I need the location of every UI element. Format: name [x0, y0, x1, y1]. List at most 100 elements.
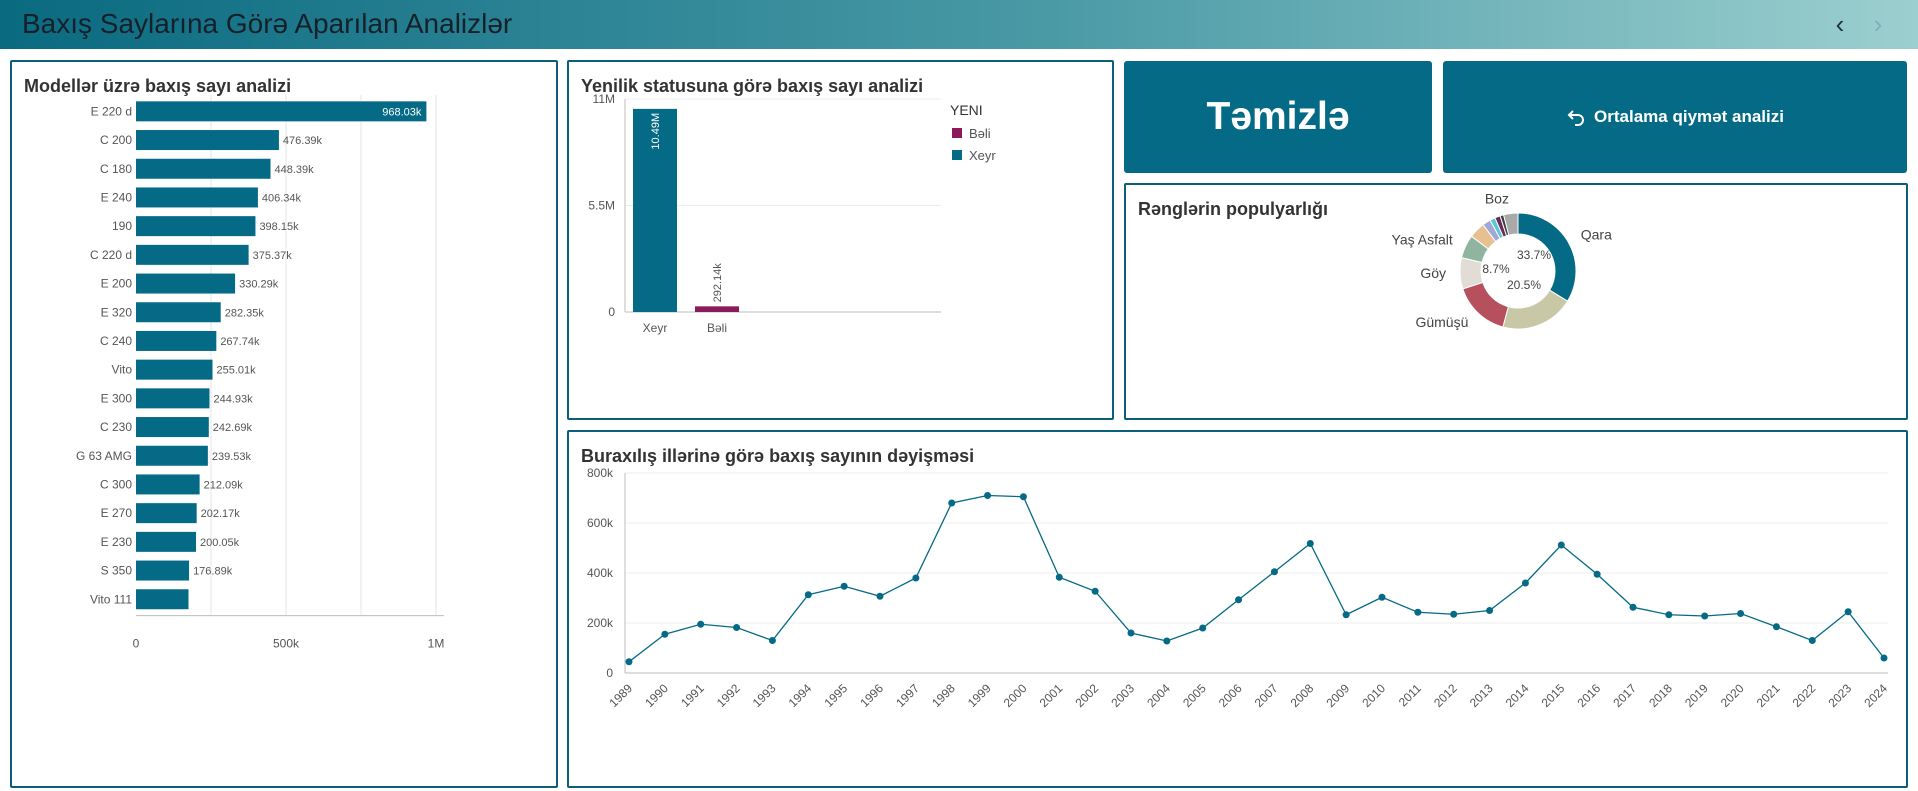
models-chart-title: Modellər üzrə baxış sayı analizi	[24, 76, 292, 96]
data-point	[1378, 593, 1386, 601]
bar	[136, 330, 217, 351]
x-tick-label: 2003	[1108, 681, 1137, 710]
category-label: E 240	[101, 190, 133, 204]
data-point	[1450, 610, 1458, 618]
tick-label: 1M	[428, 637, 445, 651]
bar	[136, 531, 197, 552]
category-label: C 240	[100, 334, 132, 348]
data-point	[1880, 654, 1888, 662]
data-point	[912, 574, 920, 582]
x-tick-label: 1994	[786, 681, 815, 710]
clear-button[interactable]: Təmizlə	[1124, 61, 1432, 173]
colors-chart-title: Rənglərin populyarlığı	[1138, 199, 1329, 219]
data-label: 375.37k	[253, 250, 293, 262]
x-tick-label: 2005	[1180, 681, 1209, 710]
x-tick-label: 1995	[821, 681, 850, 710]
tick-label: 11M	[593, 92, 615, 106]
x-tick-label: 2013	[1467, 681, 1496, 710]
models-bar-chart: E 220 d 968.03k C 200 476.39k C 180 448.39k E …	[76, 95, 445, 651]
x-tick-label: 1990	[642, 681, 671, 710]
x-tick-label: 1989	[606, 681, 635, 710]
bar	[136, 589, 189, 610]
data-point	[1808, 637, 1816, 644]
category-label: E 200	[101, 277, 133, 291]
category-label: C 230	[100, 420, 132, 434]
tick-label: 0	[608, 305, 615, 319]
category-label: G 63 AMG	[76, 449, 132, 463]
years-chart-panel: Buraxılış illərinə görə baxış sayının də…	[567, 430, 1908, 788]
x-tick-label: 1993	[750, 681, 779, 710]
data-label: 398.15k	[259, 221, 299, 233]
data-label: 406.34k	[262, 192, 302, 204]
x-tick-label: 2018	[1646, 681, 1675, 710]
x-tick-label: 2021	[1754, 681, 1783, 710]
data-point	[768, 637, 776, 644]
category-label: E 230	[101, 535, 133, 549]
series-line	[628, 494, 1885, 663]
data-label: 200.05k	[200, 537, 240, 549]
data-point	[1665, 611, 1673, 619]
colors-chart-panel: Rənglərin populyarlığı Qara Gümüşü Göy Yaş …	[1124, 183, 1908, 420]
pct-label: 20.5%	[1507, 278, 1541, 292]
data-point	[1235, 596, 1243, 604]
slice-label: Boz	[1485, 191, 1509, 207]
pie-slice	[1502, 212, 1519, 236]
x-tick-label: 2012	[1431, 681, 1460, 710]
x-tick-label: 2015	[1539, 681, 1568, 710]
x-tick-label: 2001	[1037, 681, 1066, 710]
legend-label: Bəli	[969, 126, 991, 141]
x-tick-label: 2024	[1861, 681, 1890, 710]
bar	[695, 306, 739, 312]
data-label: 244.93k	[213, 393, 253, 405]
category-label: E 270	[101, 506, 133, 520]
bar	[136, 273, 236, 294]
data-point	[948, 499, 956, 507]
data-point	[1342, 611, 1350, 619]
years-chart-title: Buraxılış illərinə görə baxış sayının də…	[581, 446, 975, 466]
chevron-left-icon[interactable]: ‹	[1835, 9, 1845, 39]
pct-label: 33.7%	[1517, 248, 1551, 262]
data-label: 176.89k	[193, 566, 233, 578]
data-point	[1772, 623, 1780, 631]
bar	[136, 359, 213, 380]
x-tick-label: 2017	[1610, 681, 1639, 710]
x-tick-label: 1998	[929, 681, 958, 710]
slice-label: Gümüşü	[1415, 314, 1468, 330]
pie-slice	[1462, 281, 1509, 328]
data-point	[840, 582, 848, 590]
data-point	[1486, 607, 1494, 614]
data-point	[1127, 629, 1135, 637]
tick-label: 500k	[273, 637, 300, 651]
data-point	[1737, 610, 1745, 617]
data-point	[1593, 570, 1601, 578]
slice-label: Yaş Asfalt	[1392, 232, 1453, 248]
tick-label: 0	[606, 666, 613, 680]
pie-slice	[1502, 289, 1569, 330]
data-point	[1091, 587, 1099, 595]
header-bar: Baxış Saylarına Görə Aparılan Analizlər …	[0, 0, 1918, 49]
average-price-button[interactable]: Ortalama qiymət analizi	[1443, 61, 1907, 173]
chevron-right-icon[interactable]: ›	[1873, 9, 1883, 39]
data-point	[1199, 624, 1207, 632]
x-tick-label: 1996	[857, 681, 886, 710]
bar	[136, 417, 209, 438]
category-label: C 200	[100, 133, 132, 147]
colors-donut-chart: Qara Gümüşü Göy Yaş Asfalt Boz 33.7% 20.5% 8.7%	[1392, 191, 1613, 331]
x-tick-label: 2010	[1359, 681, 1388, 710]
data-point	[733, 624, 741, 631]
data-point	[1629, 603, 1637, 611]
bar	[136, 216, 256, 237]
data-label: 212.09k	[204, 479, 244, 491]
bar	[136, 503, 197, 524]
tick-label: 200k	[587, 616, 614, 630]
category-label: E 220 d	[91, 104, 132, 118]
data-point	[1701, 612, 1709, 620]
category-label: E 300	[101, 391, 133, 405]
tick-label: 800k	[587, 466, 614, 480]
category-label: C 180	[100, 162, 132, 176]
x-tick-label: 2020	[1718, 681, 1747, 710]
x-tick-label: 2000	[1001, 681, 1030, 710]
x-tick-label: 2008	[1288, 681, 1317, 710]
category-label: Vito	[112, 363, 133, 377]
